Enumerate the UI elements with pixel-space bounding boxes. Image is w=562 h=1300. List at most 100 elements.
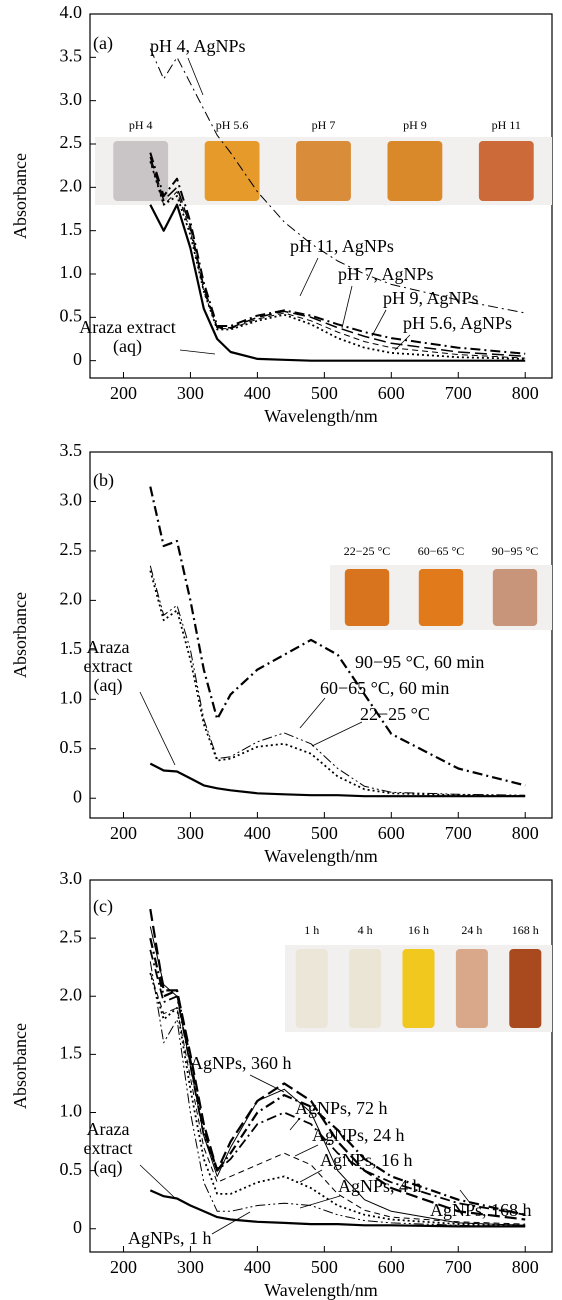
inset-label: pH 5.6 (216, 118, 249, 132)
series-annotation: AgNPs, 360 h (190, 1053, 292, 1073)
series-annotation: 90−95 °C, 60 min (355, 652, 484, 672)
series-annotation: pH 5.6, AgNPs (403, 313, 512, 333)
y-tick-label: 0.5 (60, 1159, 83, 1179)
series-annotation: pH 7, AgNPs (338, 264, 434, 284)
y-tick-label: 0.5 (60, 305, 83, 325)
x-tick-label: 600 (378, 1257, 405, 1277)
annotation-leader (311, 721, 363, 747)
series-annotation: Araza extract (aq) (84, 638, 133, 695)
x-tick-label: 800 (512, 823, 539, 843)
y-axis-title: Absorbance (10, 592, 30, 678)
annotation-leader (139, 691, 176, 766)
annotation-leader (299, 257, 319, 297)
series-line (149, 486, 526, 787)
inset-label: pH 9 (403, 118, 427, 132)
annotation-leader (139, 1164, 176, 1199)
y-tick-label: 0 (73, 1217, 82, 1237)
x-tick-label: 500 (311, 823, 338, 843)
y-tick-label: 1.5 (60, 1043, 83, 1063)
y-tick-label: 3.0 (60, 490, 83, 510)
annotation-leader (211, 1211, 251, 1235)
series-annotation: Araza extract (aq) (79, 318, 175, 356)
series-line (149, 937, 526, 1216)
annotation-leader (394, 334, 411, 351)
x-tick-label: 300 (177, 823, 204, 843)
series-line (149, 949, 526, 1216)
x-tick-label: 600 (378, 823, 405, 843)
inset-label: 90−95 °C (492, 544, 539, 558)
x-tick-label: 800 (512, 383, 539, 403)
x-tick-label: 500 (311, 383, 338, 403)
x-tick-label: 300 (177, 383, 204, 403)
annotation-leader (179, 349, 216, 355)
y-tick-label: 1.0 (60, 1101, 83, 1121)
annotation-leader (299, 1195, 341, 1209)
series-line (149, 156, 526, 358)
series-annotation: pH 9, AgNPs (383, 288, 479, 308)
series-annotation: AgNPs, 168 h (430, 1200, 532, 1220)
inset-label: 60−65 °C (418, 544, 465, 558)
y-tick-label: 0.5 (60, 737, 83, 757)
inset-label: 22−25 °C (344, 544, 391, 558)
annotation-leader (249, 1074, 285, 1093)
inset-label: 168 h (512, 923, 539, 937)
x-tick-label: 700 (445, 823, 472, 843)
panel: 22−25 °C 60−65 °C 90−95 °C 200 300 400 500 600 7… (10, 440, 553, 866)
annotation-leader (459, 1189, 471, 1204)
y-tick-label: 2.5 (60, 539, 83, 559)
series-annotation: AgNPs, 72 h (295, 1098, 388, 1118)
series-line (149, 762, 526, 798)
series-annotation: pH 11, AgNPs (290, 236, 394, 256)
inset-vial (387, 141, 443, 201)
panel-label: (a) (93, 33, 113, 54)
series-annotation: 22−25 °C (360, 704, 430, 724)
inset-vial (492, 569, 538, 626)
series-line (149, 926, 526, 1226)
y-tick-label: 1.5 (60, 638, 83, 658)
y-tick-label: 2.0 (60, 175, 83, 195)
inset-vial (509, 949, 542, 1028)
y-tick-label: 4.0 (60, 2, 83, 22)
series-annotation: 60−65 °C, 60 min (320, 678, 449, 698)
y-tick-label: 1.5 (60, 219, 83, 239)
annotation-leader (294, 1144, 319, 1157)
x-tick-label: 300 (177, 1257, 204, 1277)
series-line (149, 161, 526, 360)
annotation-leader (371, 309, 387, 337)
series-line (149, 48, 526, 314)
panel: 1 h 4 h 16 h 24 h 168 h 200 300 400 500 600 700 800… (10, 868, 553, 1300)
series-line (149, 570, 526, 798)
series-annotation: AgNPs, 4 h (338, 1176, 422, 1196)
inset-vial (295, 949, 328, 1028)
series-line (149, 961, 526, 1227)
inset-vial (455, 949, 488, 1028)
inset-label: 4 h (358, 923, 373, 937)
series-line (149, 152, 526, 355)
y-tick-label: 2.0 (60, 984, 83, 1004)
y-tick-label: 0 (73, 786, 82, 806)
y-tick-label: 2.5 (60, 926, 83, 946)
annotation-leader (289, 1117, 301, 1131)
series-annotation-text: Araza extract (aq) (83, 1120, 133, 1177)
series-annotation: AgNPs, 24 h (312, 1125, 405, 1145)
x-tick-label: 400 (244, 823, 271, 843)
series-annotation: Araza extract (aq) (83, 1120, 133, 1177)
x-tick-label: 800 (512, 1257, 539, 1277)
inset-label: 24 h (461, 923, 482, 937)
inset-vial (113, 141, 169, 201)
inset-label: pH 4 (129, 118, 153, 132)
inset-label: 16 h (408, 923, 429, 937)
y-tick-label: 1.0 (60, 262, 83, 282)
inset-label: 1 h (304, 923, 319, 937)
series-annotation: AgNPs, 16 h (320, 1150, 413, 1170)
inset-label: pH 7 (312, 118, 336, 132)
x-axis-title: Wavelength/nm (264, 406, 378, 426)
x-tick-label: 500 (311, 1257, 338, 1277)
panel: pH 4 pH 5.6 pH 7 pH 9 pH 11 200 300 400 500 600 70… (10, 2, 553, 426)
x-tick-label: 200 (110, 823, 137, 843)
series-line (149, 1189, 526, 1228)
inset-vial (402, 949, 435, 1028)
inset-vial (296, 141, 351, 201)
y-tick-label: 3.5 (60, 440, 83, 460)
x-tick-label: 700 (445, 383, 472, 403)
